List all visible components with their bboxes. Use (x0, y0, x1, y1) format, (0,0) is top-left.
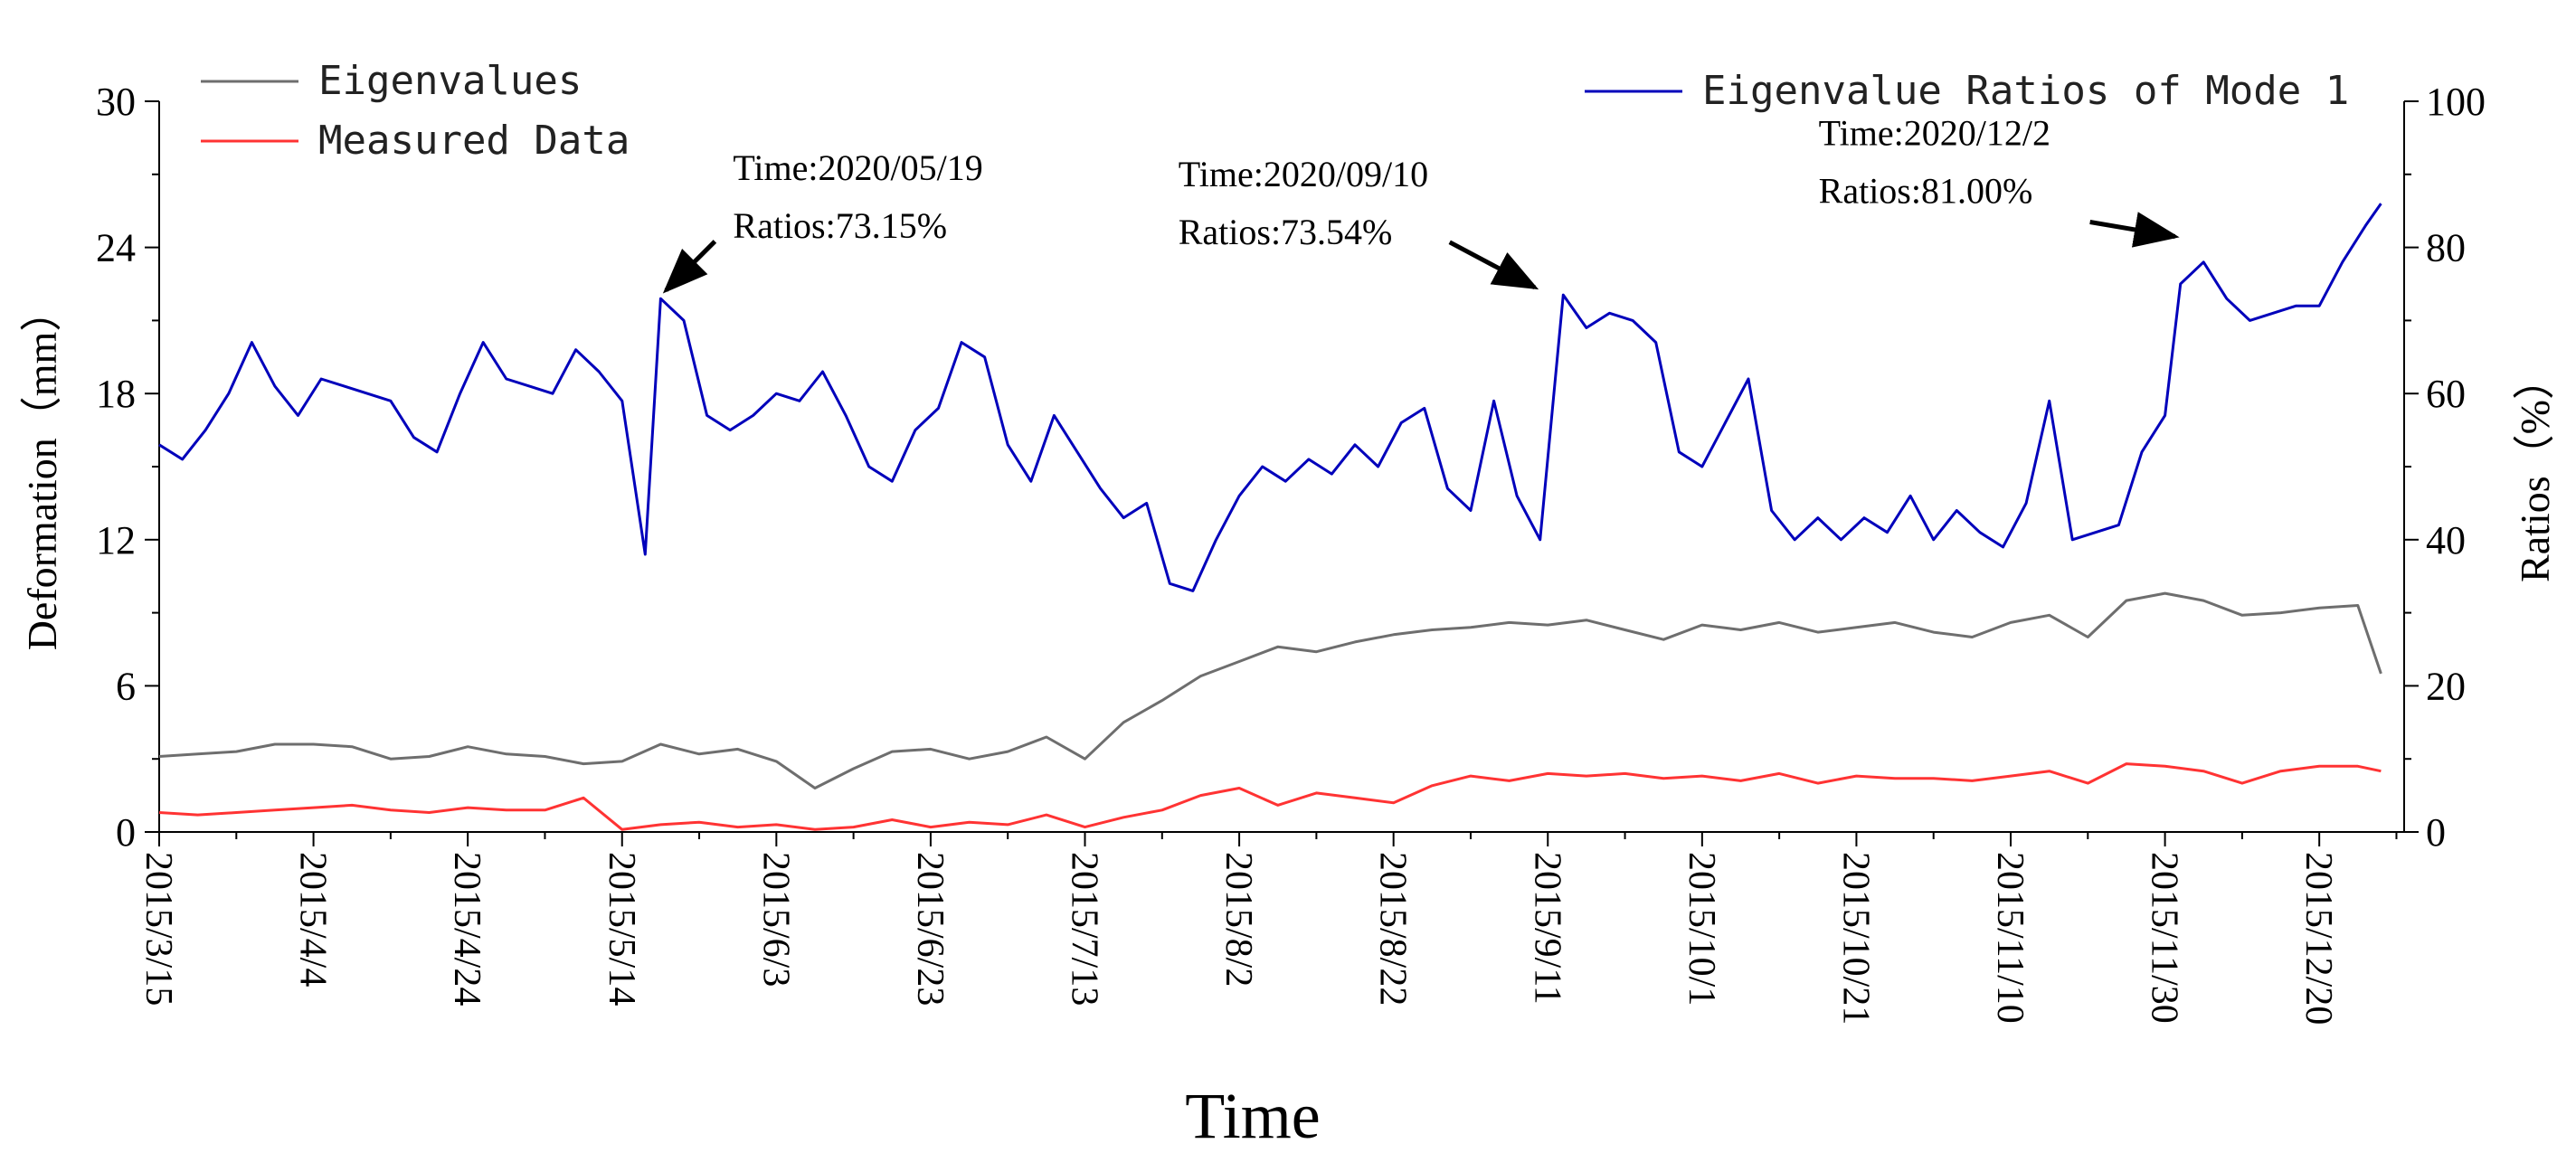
x-tick-label: 2015/11/30 (2144, 852, 2185, 1024)
x-tick-label: 2015/5/14 (601, 852, 642, 1006)
x-tick-label: 2015/10/1 (1681, 852, 1722, 1006)
y-axis-title-left: Deformation（mm） (19, 290, 65, 651)
y-left-tick-label: 24 (96, 226, 136, 270)
y-left-tick-label: 6 (116, 664, 136, 708)
x-tick-label: 2015/6/3 (754, 852, 796, 987)
x-tick-label: 2015/3/15 (137, 852, 179, 1006)
annotation-time: Time:2020/09/10 (1179, 154, 1428, 194)
annotation-ratio: Ratios:73.54% (1179, 212, 1393, 252)
y-right-tick-label: 100 (2426, 80, 2486, 124)
annotation-arrow (2089, 212, 2180, 248)
y-left-tick-label: 30 (96, 80, 136, 124)
y-right-tick-label: 80 (2426, 226, 2466, 270)
annotation-arrow (1448, 240, 1539, 290)
x-tick-label: 2015/8/2 (1217, 852, 1259, 987)
annotation-layer: Time:2020/05/19 Ratios:73.15% Time:2020/09… (662, 113, 2180, 294)
x-tick-label: 2015/10/21 (1834, 852, 1876, 1025)
axes: 0 6 12 18 24 30 0 20 40 60 80 100 2015/3/15 2015/4/4 2… (96, 80, 2486, 1025)
series-layer (158, 203, 2382, 831)
annotation-ratio: Ratios:73.15% (733, 205, 947, 246)
annotation-time: Time:2020/12/2 (1819, 113, 2050, 154)
x-tick-label: 2015/9/11 (1526, 852, 1567, 1005)
x-tick-label: 2015/8/22 (1372, 852, 1414, 1006)
series-line-eigenvalues (158, 591, 2382, 789)
series-line-measured-data (158, 762, 2382, 831)
y-left-tick-label: 0 (116, 810, 136, 855)
series-line-eigenvalue-ratios-of-mode-1 (158, 203, 2382, 592)
x-tick-label: 2015/4/4 (292, 852, 334, 987)
y-axis-title-right: Ratios（%） (2512, 358, 2558, 582)
y-right-tick-label: 60 (2426, 372, 2466, 416)
x-tick-label: 2015/11/10 (1989, 852, 2031, 1024)
y-right-tick-label: 0 (2426, 810, 2446, 855)
annotation-ratio: Ratios:81.00% (1819, 171, 2033, 212)
x-axis-title: Time (1185, 1080, 1320, 1152)
annotation-arrow (662, 240, 717, 294)
x-tick-label: 2015/6/23 (909, 852, 951, 1006)
legend-label-eigenvalue-ratios-of-mode-1: Eigenvalue Ratios of Mode 1 (1702, 68, 2349, 114)
x-tick-label: 2015/4/24 (446, 852, 488, 1006)
y-right-tick-label: 40 (2426, 518, 2466, 562)
y-right-tick-label: 20 (2426, 664, 2466, 708)
legend-label-eigenvalues: Eigenvalues (318, 58, 582, 104)
x-tick-label: 2015/12/20 (2297, 852, 2339, 1025)
y-left-tick-label: 12 (96, 518, 136, 562)
legend-label-measured-data: Measured Data (318, 118, 630, 164)
x-tick-label: 2015/7/13 (1064, 852, 1105, 1006)
legend-layer: Eigenvalues Measured Data Eigenvalue Ratio… (201, 58, 2349, 164)
annotation-time: Time:2020/05/19 (733, 147, 982, 188)
y-left-tick-label: 18 (96, 372, 136, 416)
